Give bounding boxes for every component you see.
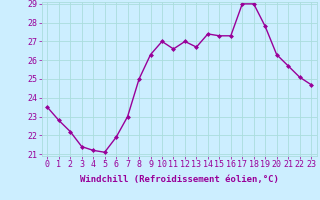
X-axis label: Windchill (Refroidissement éolien,°C): Windchill (Refroidissement éolien,°C) — [80, 175, 279, 184]
